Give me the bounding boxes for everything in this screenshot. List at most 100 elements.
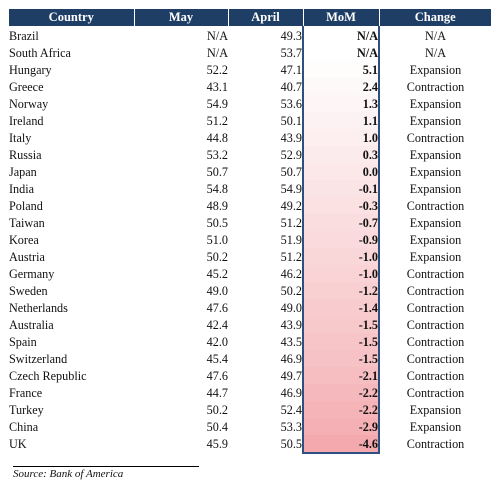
change-cell: Contraction — [406, 300, 465, 315]
april-cell: 49.0 — [280, 300, 302, 315]
table-row: France 44.7 46.9 -2.2 Contraction — [9, 384, 491, 401]
may-cell: 51.0 — [206, 232, 228, 247]
change-cell: Contraction — [406, 198, 465, 213]
may-cell: 43.1 — [206, 79, 228, 94]
may-cell: 54.9 — [206, 96, 228, 111]
april-cell: 46.9 — [280, 351, 302, 366]
mom-cell: -1.5 — [302, 350, 380, 367]
table-row: Turkey 50.2 52.4 -2.2 Expansion — [9, 401, 491, 418]
header-april: April — [228, 9, 304, 27]
mom-cell: -2.1 — [302, 367, 380, 384]
change-cell: Contraction — [406, 368, 465, 383]
table-row: Russia 53.2 52.9 0.3 Expansion — [9, 146, 491, 163]
table-row: Japan 50.7 50.7 0.0 Expansion — [9, 163, 491, 180]
may-cell: 52.2 — [206, 62, 228, 77]
source-note: Source: Bank of America — [13, 468, 124, 480]
change-cell: Expansion — [409, 62, 462, 77]
table-row: Sweden 49.0 50.2 -1.2 Contraction — [9, 282, 491, 299]
april-cell: 50.2 — [280, 283, 302, 298]
table-row: Austria 50.2 51.2 -1.0 Expansion — [9, 248, 491, 265]
table-row: Poland 48.9 49.2 -0.3 Contraction — [9, 197, 491, 214]
mom-cell: N/A — [302, 44, 380, 61]
header-row: Country May April MoM Change — [9, 9, 491, 27]
source-divider — [13, 466, 199, 467]
change-cell: Expansion — [409, 249, 462, 264]
table-row: Italy 44.8 43.9 1.0 Contraction — [9, 129, 491, 146]
country-cell: Russia — [9, 147, 42, 162]
mom-cell: -0.1 — [302, 180, 380, 197]
april-cell: 50.7 — [280, 164, 302, 179]
may-cell: 49.0 — [206, 283, 228, 298]
may-cell: 48.9 — [206, 198, 228, 213]
mom-cell: -2.2 — [302, 401, 380, 418]
april-cell: 49.7 — [280, 368, 302, 383]
change-cell: Contraction — [406, 334, 465, 349]
country-cell: Norway — [9, 96, 49, 111]
april-cell: 52.9 — [280, 147, 302, 162]
change-cell: Contraction — [406, 437, 465, 451]
mom-cell: 1.0 — [302, 129, 380, 146]
country-cell: Korea — [9, 232, 39, 247]
may-cell: 42.4 — [206, 317, 228, 332]
table-row: China 50.4 53.3 -2.9 Expansion — [9, 418, 491, 435]
country-cell: Austria — [9, 249, 45, 264]
table-row: Germany 45.2 46.2 -1.0 Contraction — [9, 265, 491, 282]
table-row: UK 45.9 50.5 -4.6 Contraction — [9, 435, 491, 454]
april-cell: 54.9 — [280, 181, 302, 196]
table-row: Hungary 52.2 47.1 5.1 Expansion — [9, 61, 491, 78]
may-cell: 50.7 — [206, 164, 228, 179]
may-cell: 45.4 — [206, 351, 228, 366]
may-cell: 50.2 — [206, 249, 228, 264]
header-mom: MoM — [303, 9, 380, 27]
mom-cell: 0.0 — [302, 163, 380, 180]
header-may: May — [134, 9, 229, 27]
april-cell: 53.6 — [280, 96, 302, 111]
country-cell: Japan — [9, 164, 37, 179]
country-cell: Turkey — [9, 402, 44, 417]
change-cell: Expansion — [409, 232, 462, 247]
change-cell: Expansion — [409, 419, 462, 434]
change-cell: Contraction — [406, 266, 465, 281]
change-cell: N/A — [425, 28, 446, 43]
may-cell: 51.2 — [206, 113, 228, 128]
may-cell: 44.7 — [206, 385, 228, 400]
mom-cell: -1.0 — [302, 265, 380, 282]
change-cell: N/A — [425, 45, 446, 60]
mom-cell: 1.1 — [302, 112, 380, 129]
april-cell: 47.1 — [280, 62, 302, 77]
mom-cell: -1.0 — [302, 248, 380, 265]
table-row: Netherlands 47.6 49.0 -1.4 Contraction — [9, 299, 491, 316]
table-row: Taiwan 50.5 51.2 -0.7 Expansion — [9, 214, 491, 231]
country-cell: China — [9, 419, 39, 434]
country-cell: Sweden — [9, 283, 48, 298]
country-cell: Greece — [9, 79, 44, 94]
april-cell: 46.9 — [280, 385, 302, 400]
change-cell: Contraction — [406, 130, 465, 145]
country-cell: Australia — [9, 317, 54, 332]
may-cell: 45.2 — [206, 266, 228, 281]
country-cell: Spain — [9, 334, 37, 349]
change-cell: Expansion — [409, 147, 462, 162]
april-cell: 43.9 — [280, 130, 302, 145]
change-cell: Contraction — [406, 283, 465, 298]
april-cell: 40.7 — [280, 79, 302, 94]
table-row: Greece 43.1 40.7 2.4 Contraction — [9, 78, 491, 95]
may-cell: 47.6 — [206, 368, 228, 383]
change-cell: Contraction — [406, 317, 465, 332]
may-cell: 50.4 — [206, 419, 228, 434]
mom-cell: -1.4 — [302, 299, 380, 316]
may-cell: 47.6 — [206, 300, 228, 315]
april-cell: 51.9 — [280, 232, 302, 247]
mom-cell: -2.9 — [302, 418, 380, 435]
header-change: Change — [379, 9, 491, 27]
change-cell: Expansion — [409, 215, 462, 230]
april-cell: 50.5 — [280, 437, 302, 451]
mom-cell: -0.3 — [302, 197, 380, 214]
table-row: Czech Republic 47.6 49.7 -2.1 Contraction — [9, 367, 491, 384]
mom-cell: -1.2 — [302, 282, 380, 299]
table-row: Australia 42.4 43.9 -1.5 Contraction — [9, 316, 491, 333]
table-row: Spain 42.0 43.5 -1.5 Contraction — [9, 333, 491, 350]
may-cell: 53.2 — [206, 147, 228, 162]
change-cell: Contraction — [406, 385, 465, 400]
may-cell: 50.2 — [206, 402, 228, 417]
